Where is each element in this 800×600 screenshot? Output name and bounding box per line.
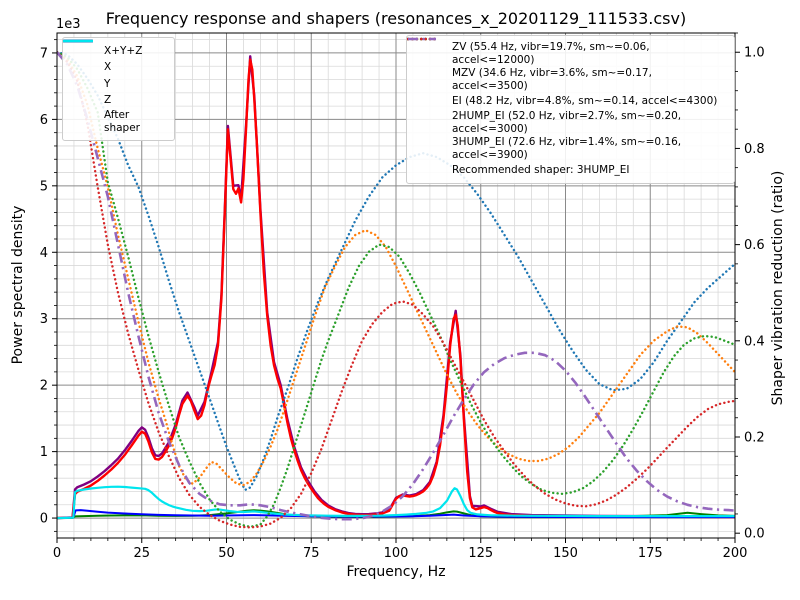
psd-line-z <box>57 509 735 520</box>
y-right-tick-label: 0.0 <box>744 527 765 542</box>
x-tick-label: 75 <box>303 546 320 561</box>
legend-item-label: Z <box>104 94 112 107</box>
y-left-tick-label: 2 <box>40 379 48 394</box>
y-right-tick-label: 0.8 <box>744 142 765 157</box>
legend-item-ei: EI (48.2 Hz, vibr=4.8%, sm~=0.14, accel<… <box>407 37 726 110</box>
axis-ticks: 0 25 50 75 100 125 150 175 200 0 1 2 3 4 5 6 7 0.0 0.2 0.4 0… <box>40 32 765 561</box>
psd-line-after_shaper <box>57 485 735 520</box>
x-tick-label: 100 <box>384 546 409 561</box>
y-left-tick-label: 5 <box>40 179 48 194</box>
legend-item-after_shaper: After shaper <box>63 39 166 135</box>
legend-item-mzv: MZV (34.6 Hz, vibr=3.6%, sm~=0.17, accel… <box>407 37 726 93</box>
x-tick-label: 25 <box>133 546 150 561</box>
y-right-tick-label: 0.4 <box>744 334 765 349</box>
legend-psd: X+Y+Z X Y Z After shaper <box>62 37 175 141</box>
shaper-line-ei <box>57 51 735 529</box>
legend-line-sample <box>408 37 436 41</box>
legend-item-label: MZV (34.6 Hz, vibr=3.6%, sm~=0.17, accel… <box>452 67 652 92</box>
legend-shapers: ZV (55.4 Hz, vibr=19.7%, sm~=0.06, accel… <box>406 35 735 184</box>
x-tick-label: 50 <box>218 546 235 561</box>
legend-item-label: 3HUMP_EI (72.6 Hz, vibr=1.4%, sm~=0.16, … <box>452 135 682 161</box>
legend-item-x: X <box>63 39 166 77</box>
legend-item-label: Y <box>104 77 111 90</box>
y-axis-right-label: Shaper vibration reduction (ratio) <box>770 170 786 406</box>
x-tick-label: 150 <box>553 546 578 561</box>
legend-item-sum: X+Y+Z <box>63 39 166 60</box>
legend-item-2hump_ei: 2HUMP_EI (52.0 Hz, vibr=2.7%, sm~=0.20, … <box>407 37 726 136</box>
x-tick-label: 125 <box>468 546 493 561</box>
x-tick-label: 0 <box>53 546 61 561</box>
chart-title: Frequency response and shapers (resonanc… <box>105 9 687 28</box>
y-right-tick-label: 1.0 <box>744 46 765 61</box>
legend-item-z: Z <box>63 39 166 110</box>
shaper-line-3hump_ei <box>57 51 735 521</box>
legend-item-label: After shaper <box>104 109 141 134</box>
y-left-tick-label: 7 <box>40 46 48 61</box>
y-right-tick-label: 0.2 <box>744 431 765 446</box>
series <box>57 51 735 529</box>
legend-item-y: Y <box>63 39 166 93</box>
legend-item-label: ZV (55.4 Hz, vibr=19.7%, sm~=0.06, accel… <box>452 41 650 66</box>
legend-item-label: X <box>104 61 112 74</box>
y-left-tick-label: 1 <box>40 445 48 460</box>
y-axis-offset-label: 1e3 <box>56 17 81 32</box>
legend-line-sample <box>63 39 93 43</box>
y-left-tick-label: 6 <box>40 113 48 128</box>
legend-item-label: EI (48.2 Hz, vibr=4.8%, sm~=0.14, accel<… <box>452 94 718 107</box>
legend-item-zv: ZV (55.4 Hz, vibr=19.7%, sm~=0.06, accel… <box>407 37 726 67</box>
shaper-line-zv <box>57 51 735 492</box>
x-tick-label: 175 <box>638 546 663 561</box>
psd-line-x <box>57 58 735 520</box>
shaper-line-mzv <box>57 51 735 487</box>
shaper-line-2hump_ei <box>57 51 735 529</box>
legend-item-3hump_ei: 3HUMP_EI (72.6 Hz, vibr=1.4%, sm~=0.16, … <box>408 37 726 162</box>
legend-item-label: 2HUMP_EI (52.0 Hz, vibr=2.7%, sm~=0.20, … <box>452 109 682 135</box>
y-axis-left-label: Power spectral density <box>10 205 26 365</box>
x-tick-label: 200 <box>723 546 748 561</box>
legend-recommended-shaper: Recommended shaper: 3HUMP_EI <box>452 163 630 176</box>
x-axis-label: Frequency, Hz <box>346 564 446 580</box>
y-right-tick-label: 0.6 <box>744 238 765 253</box>
legend-item-label: X+Y+Z <box>104 44 143 57</box>
y-left-tick-label: 0 <box>40 512 48 527</box>
y-left-tick-label: 3 <box>40 312 48 327</box>
y-left-tick-label: 4 <box>40 246 48 261</box>
